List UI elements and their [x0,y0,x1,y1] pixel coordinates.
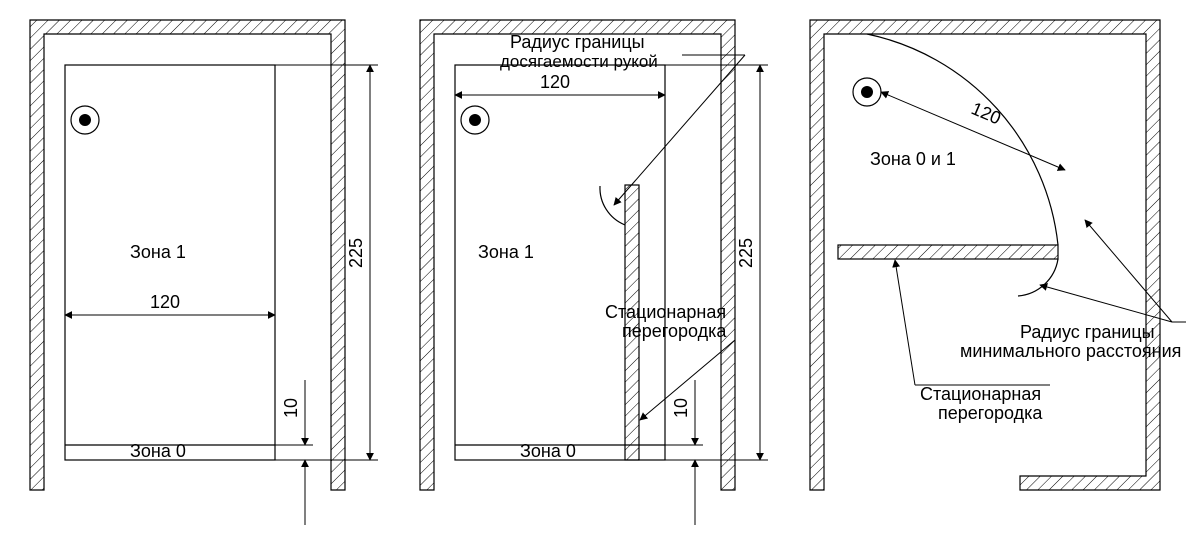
panel-3: 120 Зона 0 и 1 Радиус границы минимально… [810,20,1186,490]
reach-arc [600,186,625,225]
dim-120-label: 120 [150,292,180,312]
part3-leader [895,260,915,385]
part3-line1: Стационарная [920,384,1041,404]
wall-outer-2 [420,20,735,490]
radius-arc-large [867,34,1058,245]
partition-3 [838,245,1058,259]
dim-10-label-2: 10 [671,398,691,418]
panel-1: 120 Зона 1 Зона 0 225 10 [30,20,378,525]
dim-225-label: 225 [346,238,366,268]
zone1-rect [65,65,275,460]
reach-line2: досягаемости рукой [500,52,658,71]
shower-head-icon [71,106,99,134]
dim-225-label-2: 225 [736,238,756,268]
part2-line1: Стационарная [605,302,726,322]
dim-10-label: 10 [281,398,301,418]
dim-120-label-2: 120 [540,72,570,92]
zone0-label-2: Зона 0 [520,441,576,461]
wall-outer [30,20,345,490]
dim-r120-label: 120 [968,98,1003,128]
part3-line2: перегородка [938,403,1043,423]
radius-arc-small [1018,259,1058,296]
minr-line2: минимального расстояния [960,341,1181,361]
shower-head-icon-2 [461,106,489,134]
reach-line1: Радиус границы [510,32,645,52]
panel-2: 120 Радиус границы досягаемости рукой Зо… [420,20,768,525]
part2-line2: перегородка [622,321,727,341]
minr-line1: Радиус границы [1020,322,1155,342]
zone1-label-2: Зона 1 [478,242,534,262]
shower-head-icon-3 [853,78,881,106]
diagram-canvas: 120 Зона 1 Зона 0 225 10 [0,0,1200,534]
zone1-label: Зона 1 [130,242,186,262]
zone-label-3: Зона 0 и 1 [870,149,956,169]
zone0-label: Зона 0 [130,441,186,461]
